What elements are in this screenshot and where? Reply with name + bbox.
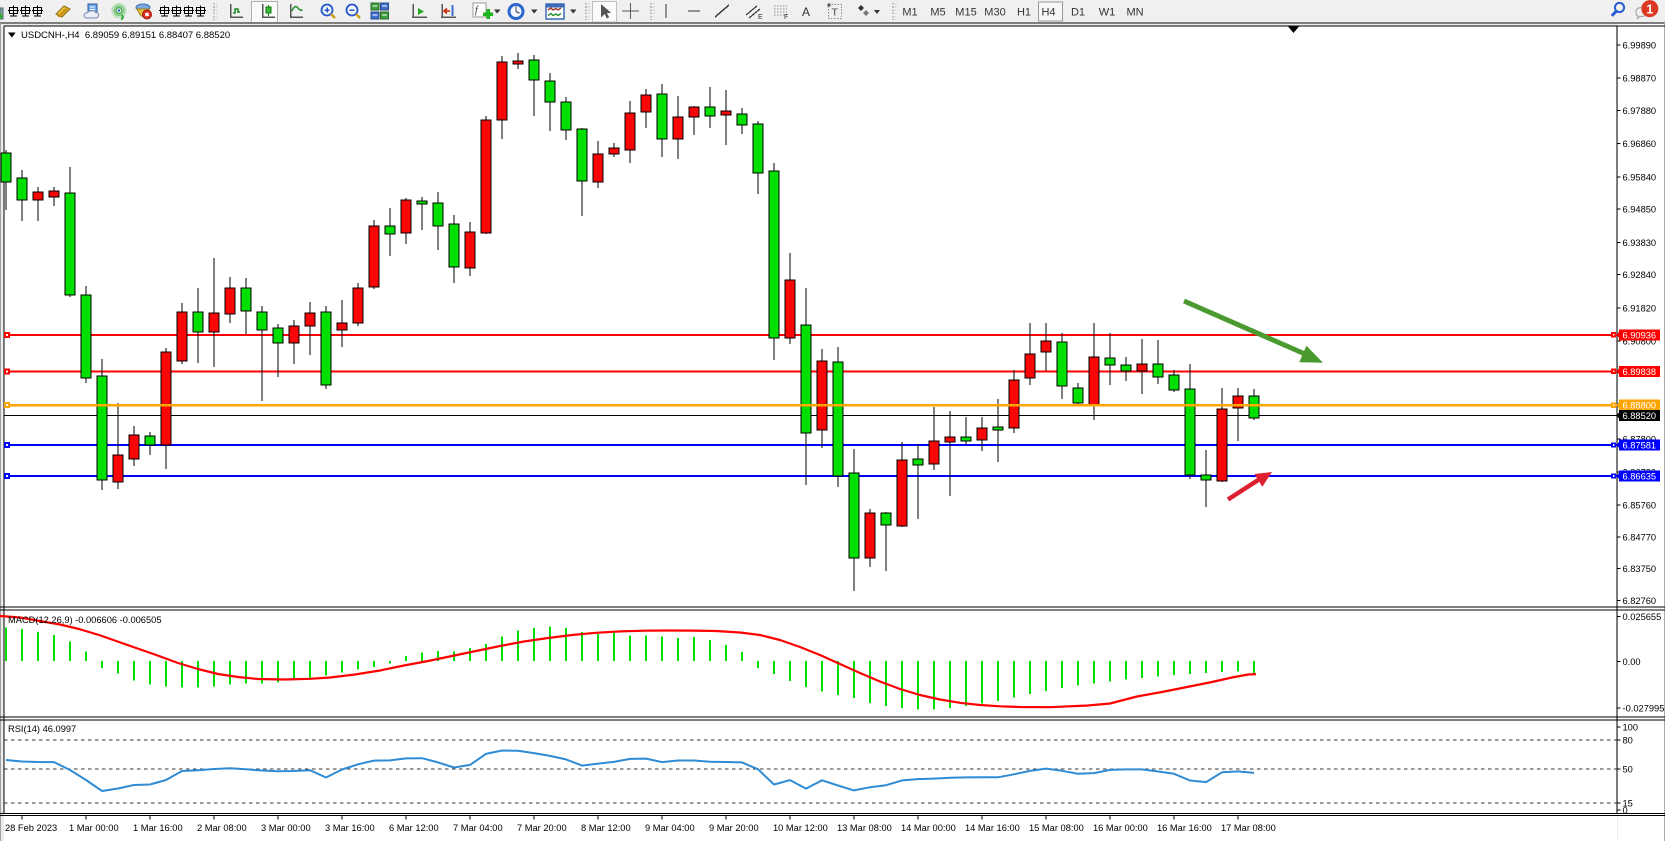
svg-text:6.90800: 6.90800 — [1623, 337, 1657, 347]
svg-text:M1: M1 — [902, 7, 917, 19]
svg-text:1 Mar 16:00: 1 Mar 16:00 — [133, 823, 183, 833]
svg-text:100: 100 — [1623, 722, 1639, 732]
svg-text:6 Mar 12:00: 6 Mar 12:00 — [389, 823, 439, 833]
svg-text:6.88520: 6.88520 — [1623, 411, 1657, 421]
svg-text:3 Mar 00:00: 3 Mar 00:00 — [261, 823, 311, 833]
svg-text:0.025655: 0.025655 — [1623, 612, 1662, 622]
svg-text:RSI(14) 46.0997: RSI(14) 46.0997 — [8, 724, 76, 734]
svg-text:10 Mar 12:00: 10 Mar 12:00 — [773, 823, 828, 833]
svg-text:15 Mar 08:00: 15 Mar 08:00 — [1029, 823, 1084, 833]
svg-text:USDCNH-,H4 6.89059 6.89151 6.: USDCNH-,H4 6.89059 6.89151 6.88407 6.885… — [21, 30, 230, 41]
svg-text:1: 1 — [1646, 2, 1653, 16]
svg-text:0: 0 — [1623, 806, 1628, 816]
svg-text:1 Mar 00:00: 1 Mar 00:00 — [69, 823, 119, 833]
svg-text:6.94850: 6.94850 — [1623, 205, 1657, 215]
svg-text:6.87581: 6.87581 — [1623, 441, 1657, 451]
svg-text:15: 15 — [1623, 799, 1633, 809]
svg-text:6.84770: 6.84770 — [1623, 533, 1657, 543]
svg-text:28 Feb 2023: 28 Feb 2023 — [5, 823, 57, 833]
svg-text:6.96860: 6.96860 — [1623, 139, 1657, 149]
svg-text:MN: MN — [1126, 7, 1143, 19]
svg-text:6.89838: 6.89838 — [1623, 367, 1657, 377]
svg-text:6.91820: 6.91820 — [1623, 303, 1657, 313]
svg-text:H1: H1 — [1017, 7, 1031, 19]
svg-text:6.92840: 6.92840 — [1623, 270, 1657, 280]
svg-text:80: 80 — [1623, 736, 1633, 746]
svg-text:6.86635: 6.86635 — [1623, 472, 1657, 482]
svg-text:6.95840: 6.95840 — [1623, 172, 1657, 182]
svg-text:M15: M15 — [955, 7, 976, 19]
svg-text:H4: H4 — [1041, 7, 1055, 19]
svg-text:14 Mar 00:00: 14 Mar 00:00 — [901, 823, 956, 833]
svg-text:M5: M5 — [930, 7, 945, 19]
svg-text:6.82760: 6.82760 — [1623, 596, 1657, 606]
svg-text:M30: M30 — [984, 7, 1005, 19]
svg-text:6.99890: 6.99890 — [1623, 40, 1657, 50]
svg-text:f: f — [475, 5, 479, 16]
svg-text:8 Mar 12:00: 8 Mar 12:00 — [581, 823, 631, 833]
svg-text:6.97880: 6.97880 — [1623, 106, 1657, 116]
svg-text:7 Mar 20:00: 7 Mar 20:00 — [517, 823, 567, 833]
svg-text:16 Mar 16:00: 16 Mar 16:00 — [1157, 823, 1212, 833]
svg-text:9 Mar 04:00: 9 Mar 04:00 — [645, 823, 695, 833]
svg-text:7 Mar 04:00: 7 Mar 04:00 — [453, 823, 503, 833]
svg-text:A: A — [802, 5, 810, 19]
svg-text:6.87800: 6.87800 — [1623, 434, 1657, 444]
svg-text:E: E — [758, 14, 763, 21]
svg-text:-0.027995: -0.027995 — [1623, 704, 1665, 714]
svg-text:6.88800: 6.88800 — [1623, 401, 1657, 411]
svg-text:F: F — [784, 14, 788, 21]
svg-text:W1: W1 — [1099, 7, 1116, 19]
svg-text:9 Mar 20:00: 9 Mar 20:00 — [709, 823, 759, 833]
svg-text:13 Mar 08:00: 13 Mar 08:00 — [837, 823, 892, 833]
svg-text:6.93830: 6.93830 — [1623, 238, 1657, 248]
svg-text:D1: D1 — [1071, 7, 1085, 19]
svg-text:6.98870: 6.98870 — [1623, 74, 1657, 84]
svg-text:14 Mar 16:00: 14 Mar 16:00 — [965, 823, 1020, 833]
svg-text:50: 50 — [1623, 765, 1633, 775]
svg-text:MACD(12,26,9) -0.006606 -0.006: MACD(12,26,9) -0.006606 -0.006505 — [8, 615, 162, 625]
svg-text:2 Mar 08:00: 2 Mar 08:00 — [197, 823, 247, 833]
svg-text:6.90936: 6.90936 — [1623, 330, 1657, 340]
svg-text:T: T — [832, 7, 839, 19]
svg-text:3 Mar 16:00: 3 Mar 16:00 — [325, 823, 375, 833]
svg-text:16 Mar 00:00: 16 Mar 00:00 — [1093, 823, 1148, 833]
svg-text:0.00: 0.00 — [1623, 657, 1641, 667]
svg-text:6.83750: 6.83750 — [1623, 564, 1657, 574]
svg-text:6.85760: 6.85760 — [1623, 501, 1657, 511]
svg-text:17 Mar 08:00: 17 Mar 08:00 — [1221, 823, 1276, 833]
